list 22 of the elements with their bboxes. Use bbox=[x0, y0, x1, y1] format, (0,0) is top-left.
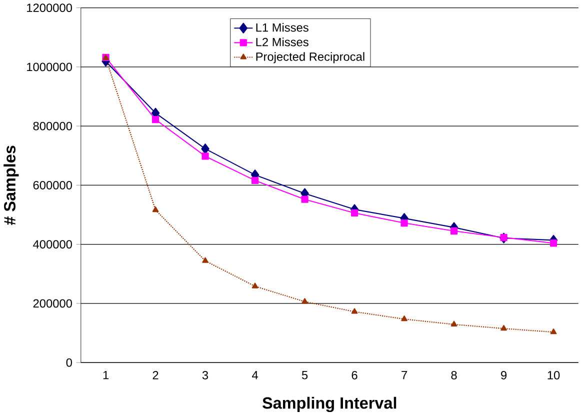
y-axis-title: # Samples bbox=[4, 146, 19, 226]
x-tick-label: 2 bbox=[152, 371, 158, 380]
y-tick-label: 1200000 bbox=[27, 4, 72, 12]
x-axis-title: Sampling Interval bbox=[262, 397, 396, 412]
y-tick-label: 0 bbox=[66, 358, 72, 367]
y-tick-label: 400000 bbox=[33, 240, 72, 249]
y-tick-label: 200000 bbox=[33, 299, 72, 308]
x-tick-label: 1 bbox=[103, 371, 109, 380]
x-tick-label: 3 bbox=[202, 371, 208, 380]
legend-label: Projected Reciprocal bbox=[256, 52, 364, 64]
legend-label: L2 Misses bbox=[256, 38, 308, 46]
x-tick-label: 4 bbox=[252, 371, 258, 380]
x-tick-label: 7 bbox=[402, 371, 407, 380]
legend-label: L1 Misses bbox=[256, 23, 308, 32]
y-tick-label: 600000 bbox=[33, 181, 72, 190]
x-tick-label: 9 bbox=[501, 371, 507, 380]
y-tick-label: 800000 bbox=[33, 122, 72, 130]
x-tick-label: 5 bbox=[302, 371, 308, 380]
y-tick-label: 1000000 bbox=[27, 62, 72, 72]
x-tick-label: 10 bbox=[548, 371, 560, 380]
x-tick-label: 8 bbox=[451, 371, 457, 380]
x-tick-label: 6 bbox=[352, 371, 358, 380]
